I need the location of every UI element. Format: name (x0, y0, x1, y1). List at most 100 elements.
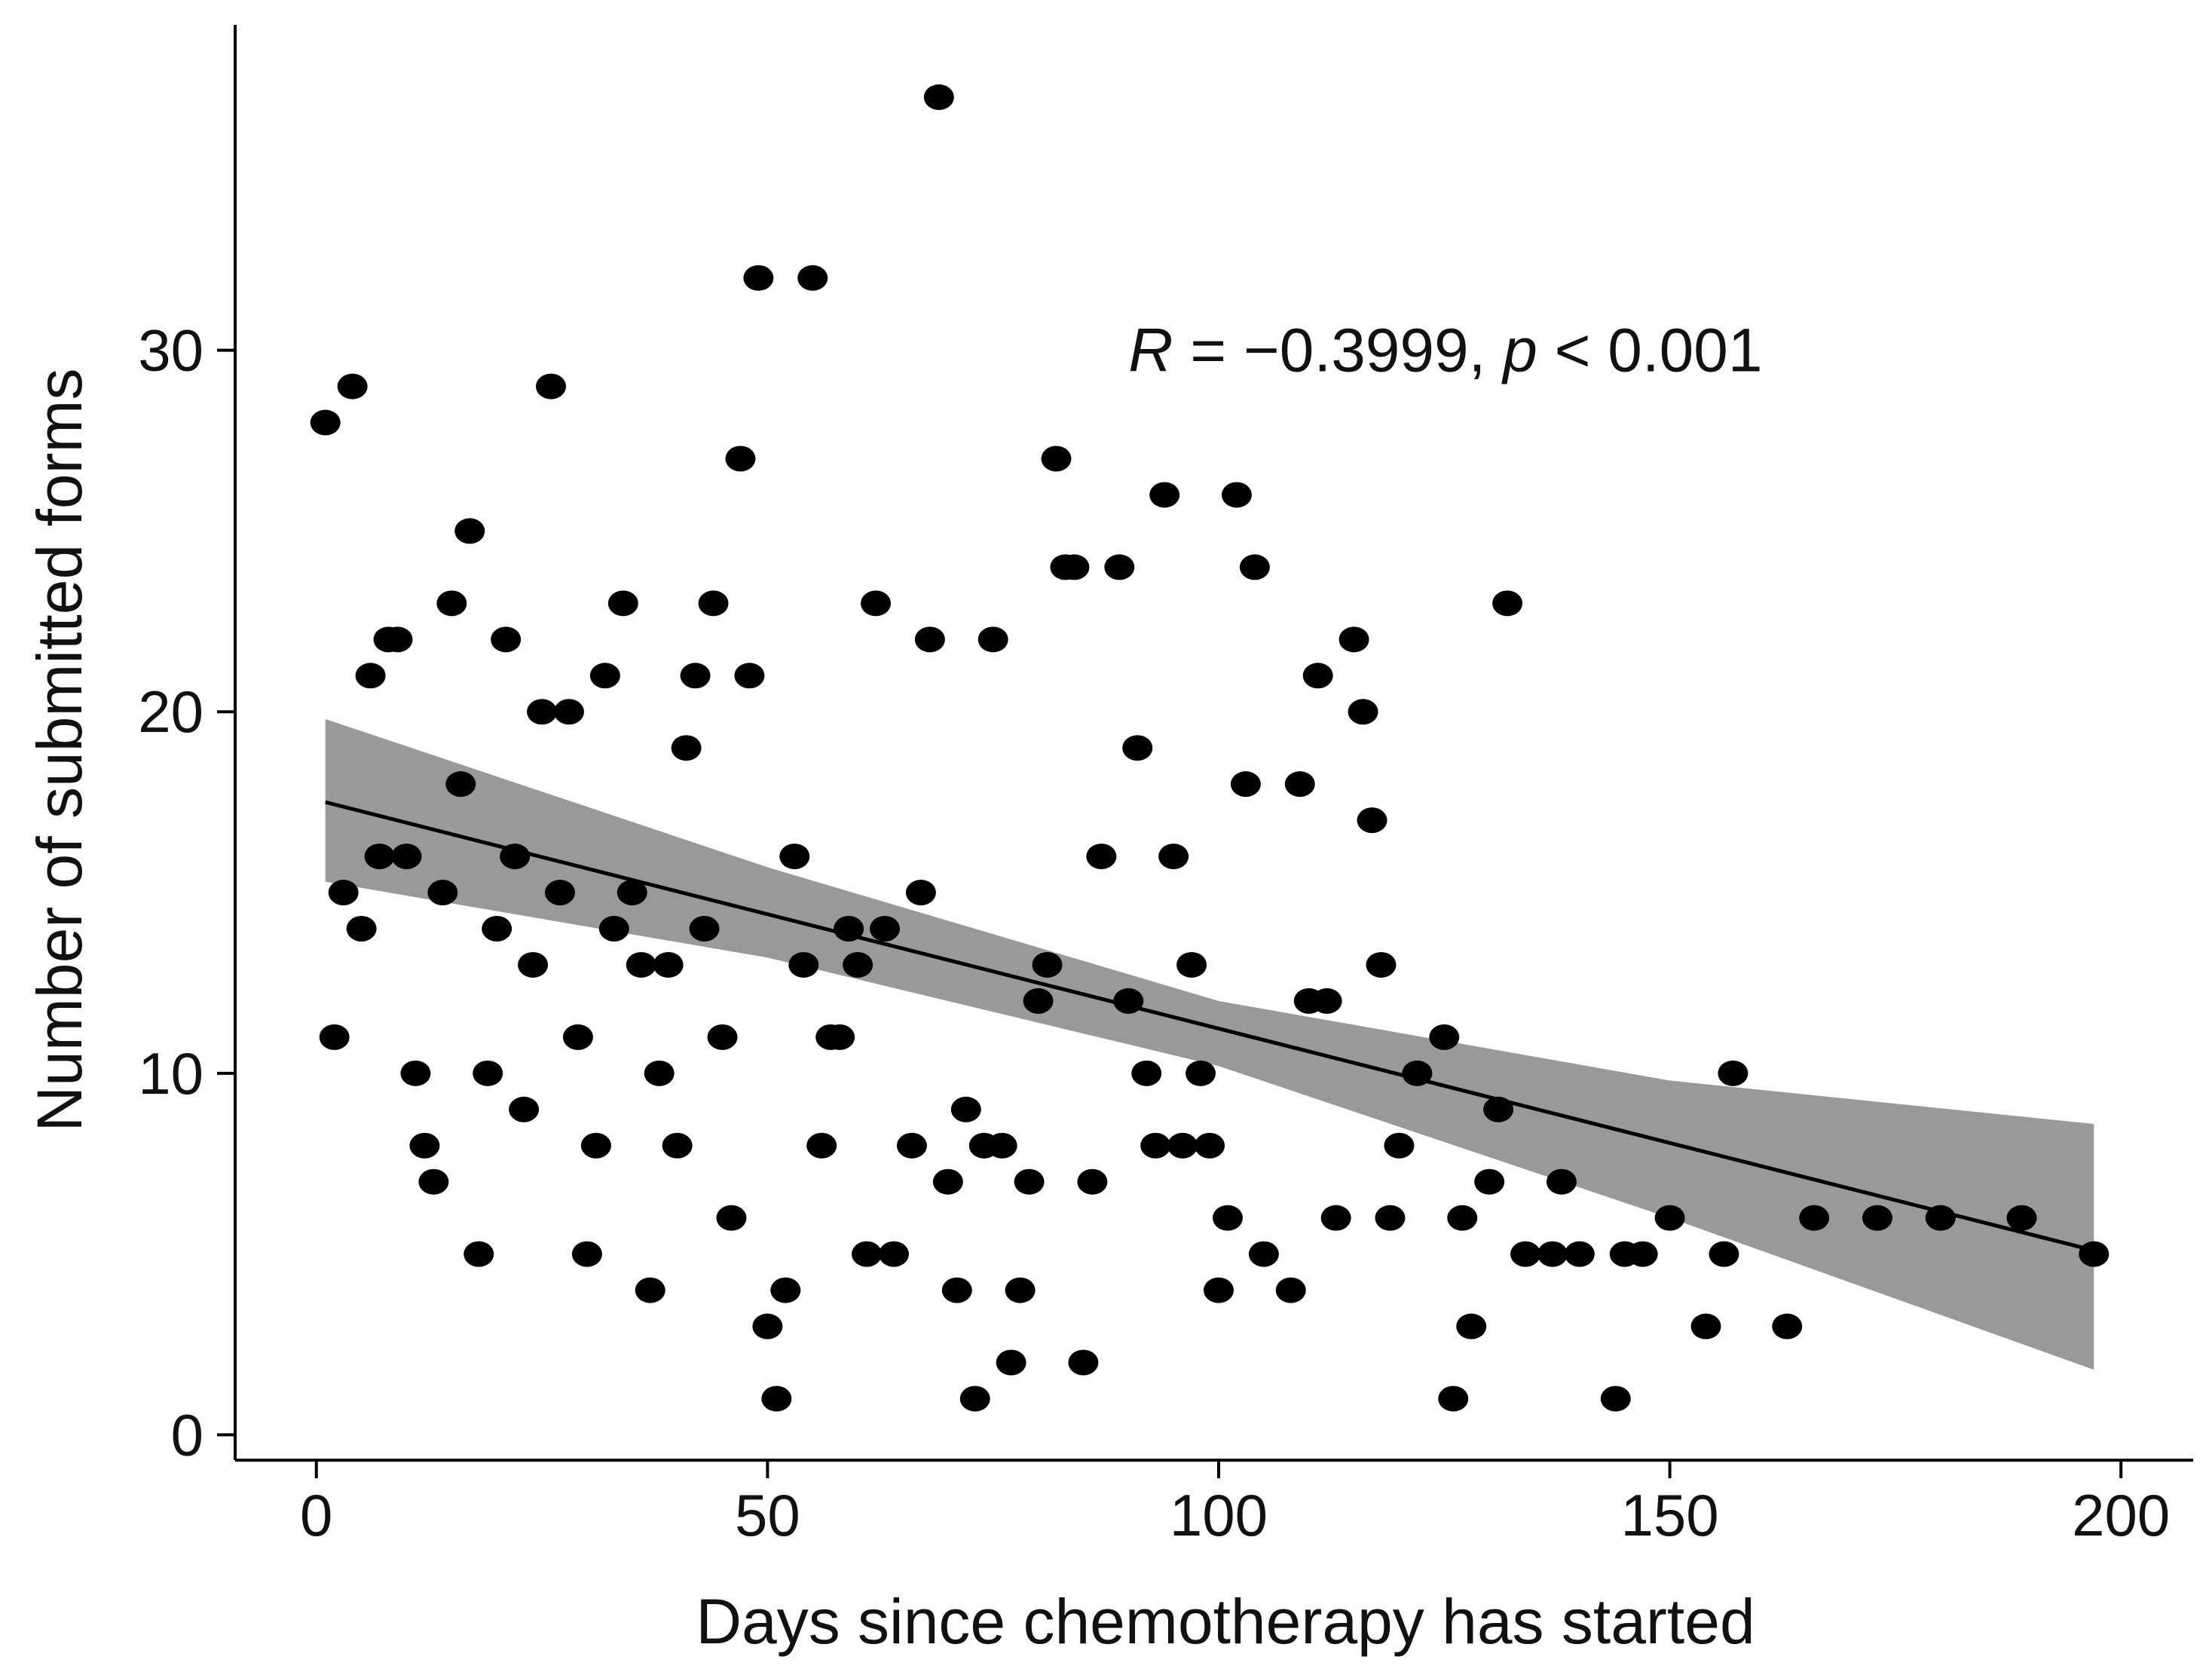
data-point (870, 915, 901, 942)
x-tick-label: 100 (1170, 1482, 1268, 1548)
data-point (1510, 1241, 1541, 1267)
data-point (1086, 844, 1117, 870)
data-point (941, 1277, 972, 1303)
data-point (1627, 1241, 1658, 1267)
data-point (1014, 1168, 1045, 1195)
data-point (852, 1241, 883, 1267)
data-point (1357, 807, 1387, 834)
data-point (689, 915, 720, 942)
data-point (607, 590, 638, 617)
data-point (752, 1313, 783, 1340)
data-point (418, 1168, 449, 1195)
data-point (797, 265, 828, 291)
data-point (834, 915, 864, 942)
data-point (959, 1386, 990, 1412)
data-point (1709, 1241, 1739, 1267)
y-tick-label: 0 (171, 1401, 203, 1468)
data-point (473, 1060, 503, 1086)
data-point (1176, 951, 1207, 978)
data-point (1248, 1241, 1279, 1267)
fit-line-layer (325, 800, 2094, 1253)
data-point (1366, 951, 1397, 978)
data-point (1654, 1205, 1685, 1231)
data-point (1195, 1132, 1225, 1159)
data-point (1320, 1205, 1351, 1231)
x-tick-label: 0 (300, 1482, 332, 1548)
data-point (328, 880, 359, 906)
data-point (1447, 1205, 1478, 1231)
annotation-r-value: = −0.3999, (1173, 317, 1503, 385)
data-point (1537, 1241, 1568, 1267)
data-point (978, 626, 1008, 653)
data-point (337, 373, 368, 400)
data-point (598, 915, 629, 942)
data-point (1690, 1313, 1721, 1340)
data-point (589, 663, 620, 689)
data-point (436, 590, 467, 617)
data-point (1925, 1205, 1956, 1231)
annotation-p-value: < 0.001 (1537, 317, 1763, 385)
y-tick-label: 30 (138, 317, 203, 384)
data-point (698, 590, 729, 617)
data-point (770, 1277, 801, 1303)
data-point (1311, 988, 1342, 1014)
data-point (1005, 1277, 1036, 1303)
data-point (950, 1096, 981, 1122)
data-point (1862, 1205, 1892, 1231)
data-point (1438, 1386, 1469, 1412)
data-point (1041, 446, 1072, 472)
data-point (1275, 1277, 1306, 1303)
data-point (580, 1132, 611, 1159)
data-point (1113, 988, 1144, 1014)
data-point (761, 1386, 792, 1412)
data-point (1492, 590, 1523, 617)
data-point (464, 1241, 494, 1267)
data-point (905, 880, 936, 906)
data-point (409, 1132, 440, 1159)
y-tick-label: 20 (138, 678, 203, 745)
data-point (553, 699, 584, 725)
labels-layer: 0 50 100 150 200 0 10 20 30 (138, 317, 2170, 1548)
x-tick-label: 200 (2072, 1482, 2170, 1548)
data-point (382, 626, 413, 653)
points-layer (310, 84, 2110, 1412)
data-point (1483, 1096, 1514, 1122)
data-point (644, 1060, 675, 1086)
data-point (319, 1024, 350, 1050)
data-point (2079, 1241, 2110, 1267)
data-point (1059, 554, 1090, 580)
data-point (932, 1168, 963, 1195)
data-point (1772, 1313, 1803, 1340)
regression-line (325, 800, 2094, 1253)
data-point (1032, 951, 1063, 978)
data-point (825, 1024, 855, 1050)
data-point (536, 373, 567, 400)
data-point (1474, 1168, 1505, 1195)
data-point (1104, 554, 1135, 580)
data-point (1158, 844, 1189, 870)
data-point (788, 951, 819, 978)
data-point (626, 951, 656, 978)
data-point (1799, 1205, 1830, 1231)
data-point (1167, 1132, 1198, 1159)
data-point (1564, 1241, 1595, 1267)
data-point (1456, 1313, 1487, 1340)
data-point (1023, 988, 1054, 1014)
data-point (1302, 663, 1333, 689)
data-point (861, 590, 892, 617)
data-point (364, 844, 395, 870)
data-point (725, 446, 756, 472)
correlation-annotation: R = −0.3999, p < 0.001 (1128, 317, 1762, 385)
confidence-band-layer (325, 718, 2094, 1370)
data-point (653, 951, 684, 978)
data-point (562, 1024, 593, 1050)
data-point (1149, 482, 1180, 508)
data-point (1212, 1205, 1243, 1231)
data-point (1546, 1168, 1577, 1195)
data-point (1230, 771, 1261, 798)
data-point (987, 1132, 1017, 1159)
data-point (427, 880, 458, 906)
data-point (716, 1205, 747, 1231)
data-point (996, 1349, 1026, 1376)
